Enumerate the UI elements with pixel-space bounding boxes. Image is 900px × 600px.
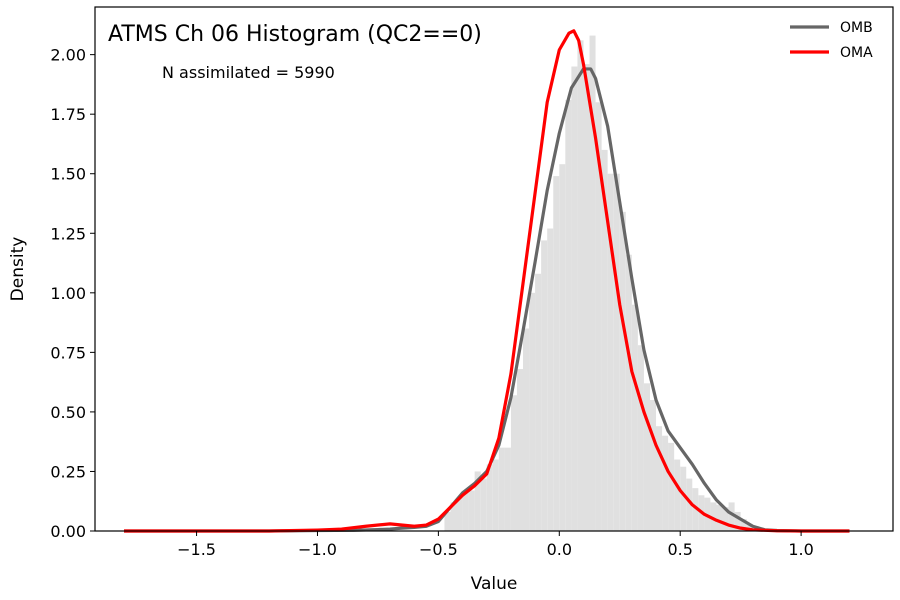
histogram-bar	[680, 466, 687, 531]
x-tick-label: 1.0	[788, 540, 813, 559]
y-tick-label: 0.25	[50, 462, 86, 481]
histogram-bar	[559, 164, 566, 531]
y-axis-label: Density	[8, 237, 28, 302]
y-tick-label: 1.25	[50, 224, 86, 243]
plot-frame	[94, 6, 894, 532]
histogram-bar	[547, 228, 554, 531]
y-tick-label: 0.75	[50, 343, 86, 362]
histogram-bar	[674, 459, 681, 531]
histogram-bar	[541, 240, 548, 531]
histogram-bar	[649, 400, 657, 531]
series-line-oma	[124, 29, 850, 533]
histogram-bar	[595, 102, 602, 531]
histogram-bar	[619, 211, 626, 531]
histogram-bar	[535, 273, 542, 531]
histogram-bar	[450, 502, 457, 531]
histogram-bar	[631, 304, 638, 531]
histogram-bar	[607, 173, 614, 531]
histogram-bar	[637, 345, 644, 531]
assimilated-count-annotation: N assimilated = 5990	[162, 63, 335, 82]
histogram-bar	[613, 173, 620, 531]
x-tick-label: −1.0	[298, 540, 337, 559]
y-tick-label: 2.00	[50, 46, 86, 65]
y-tick-label: 1.00	[50, 284, 86, 303]
y-tick-label: 0.00	[50, 522, 86, 541]
histogram-bar	[662, 435, 669, 531]
histogram-bar	[686, 478, 693, 531]
y-tick-label: 1.75	[50, 105, 86, 124]
histogram-bar	[565, 99, 572, 532]
histogram-bar	[692, 488, 699, 531]
histogram-bar	[498, 447, 505, 531]
x-tick-label: −1.5	[177, 540, 216, 559]
histogram-bar	[740, 519, 747, 531]
histogram-bar	[728, 502, 735, 531]
chart-title: ATMS Ch 06 Histogram (QC2==0)	[108, 22, 482, 47]
histogram-bar	[710, 502, 717, 531]
histogram-bar	[504, 447, 511, 531]
histogram-bar	[746, 523, 753, 531]
histogram-bar	[523, 328, 530, 531]
histogram-bar	[583, 64, 590, 531]
x-tick-label: 0.0	[547, 540, 572, 559]
x-axis-label: Value	[471, 574, 518, 594]
histogram-bar	[716, 504, 723, 531]
histogram-bar	[553, 176, 560, 532]
series-line-omb	[124, 67, 850, 533]
y-tick-label: 1.50	[50, 165, 86, 184]
histogram-bar	[643, 383, 650, 531]
legend: OMB OMA	[790, 20, 873, 61]
histogram-bar	[444, 511, 451, 531]
histogram-bars	[444, 35, 759, 532]
histogram-bar	[480, 478, 487, 531]
histogram-bar	[529, 292, 536, 531]
histogram-bar	[589, 35, 596, 531]
histogram-bar	[734, 511, 741, 531]
histogram-bar	[516, 369, 524, 531]
histogram-bar	[577, 40, 584, 531]
histogram-bar	[474, 471, 481, 531]
histogram-bar	[468, 490, 475, 531]
histogram-bar	[492, 459, 499, 531]
y-tick-label: 0.50	[50, 403, 86, 422]
histogram-bar	[656, 426, 663, 531]
histogram-bar	[510, 395, 517, 531]
x-tick-label: 0.5	[667, 540, 692, 559]
histogram-bar	[601, 149, 608, 531]
x-tick-label: −0.5	[419, 540, 458, 559]
histogram-bar	[722, 507, 729, 531]
histogram-bar	[456, 497, 463, 531]
x-axis-ticks: −1.5 −1.0 −0.5 0.0 0.5 1.0	[177, 531, 814, 559]
histogram-bar	[486, 464, 493, 531]
histogram-bar	[462, 492, 469, 531]
density-curves	[124, 29, 850, 533]
histogram-bar	[668, 442, 675, 531]
histogram-bar	[625, 254, 632, 531]
legend-label-omb: OMB	[840, 20, 873, 36]
legend-label-oma: OMA	[840, 45, 873, 61]
histogram-bar	[571, 66, 578, 531]
y-axis-ticks: 0.00 0.25 0.50 0.75 1.00 1.25 1.50 1.75 2.00	[50, 46, 95, 541]
